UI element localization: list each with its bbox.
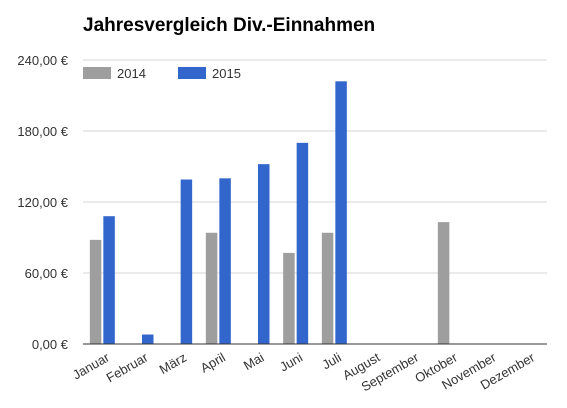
bar-2014-juni <box>283 252 295 344</box>
legend-label-2015: 2015 <box>212 66 241 81</box>
x-tick-label: Juni <box>277 350 305 375</box>
bar-2015-juni <box>296 142 309 344</box>
bar-2014-juli <box>321 232 334 344</box>
legend-swatch-2015 <box>178 67 206 79</box>
bar-2015-april <box>219 178 231 344</box>
chart-title: Jahresvergleich Div.-Einnahmen <box>83 15 375 36</box>
legend-label-2014: 2014 <box>117 66 146 81</box>
bar-2014-april <box>205 232 218 344</box>
x-tick-label: April <box>198 350 228 376</box>
bars <box>89 81 450 345</box>
y-tick-label: 60,00 € <box>25 266 69 281</box>
y-tick-label: 240,00 € <box>17 53 68 68</box>
bar-2015-januar <box>103 216 115 344</box>
legend-swatch-2014 <box>83 67 111 79</box>
bar-2014-januar <box>89 239 102 344</box>
legend: 2014 2015 <box>83 66 241 81</box>
bar-2014-oktober <box>437 222 450 344</box>
bar-2015-mai <box>258 164 270 344</box>
y-tick-label: 0,00 € <box>32 337 69 352</box>
x-tick-label: März <box>157 350 190 377</box>
bar-2015-märz <box>180 179 193 344</box>
bar-2015-juli <box>335 81 347 345</box>
y-tick-label: 180,00 € <box>17 124 68 139</box>
x-tick-label: Mai <box>241 350 267 374</box>
grid <box>83 59 547 274</box>
y-axis-ticks: 0,00 € 60,00 € 120,00 € 180,00 € 240,00 € <box>17 53 68 352</box>
x-tick-label: Februar <box>104 349 152 385</box>
y-tick-label: 120,00 € <box>17 195 68 210</box>
bar-2015-februar <box>142 334 154 344</box>
